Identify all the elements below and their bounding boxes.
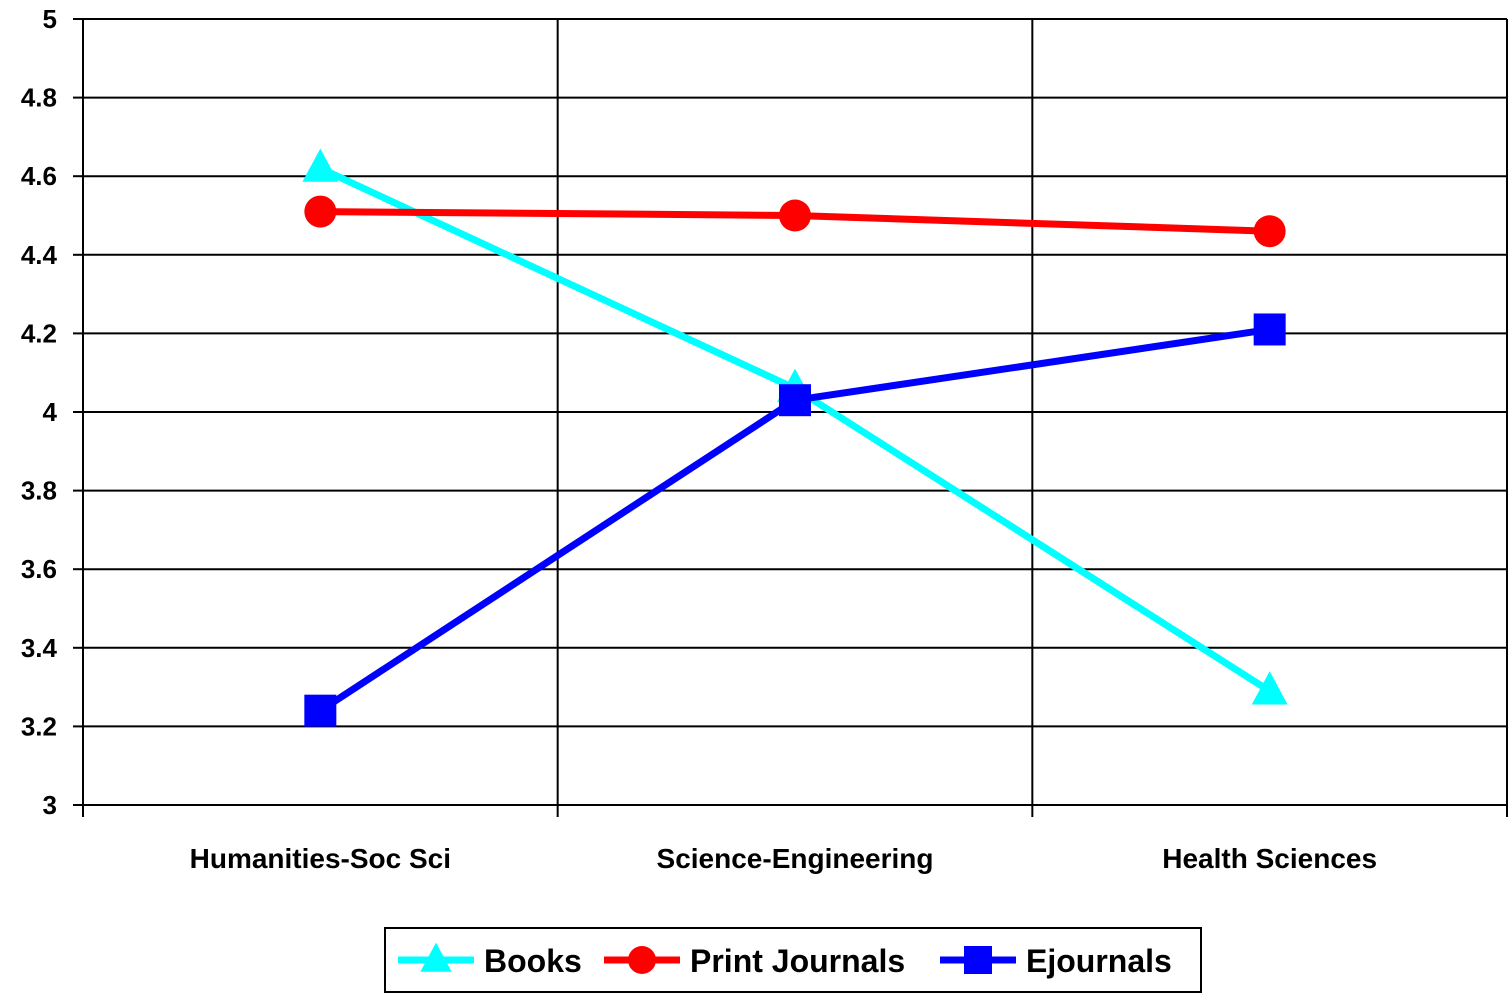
legend-label: Print Journals <box>690 943 905 979</box>
y-tick-label: 4.6 <box>21 161 57 191</box>
legend-item-books: Books <box>398 942 582 979</box>
circle-marker <box>628 946 656 974</box>
x-category-label: Health Sciences <box>1162 843 1377 874</box>
y-tick-label: 4 <box>43 397 58 427</box>
y-tick-label: 3.8 <box>21 476 57 506</box>
y-tick-label: 3.6 <box>21 554 57 584</box>
y-axis-ticks: 3 3.2 3.4 3.6 3.8 4 4.2 4.4 4.6 4.8 5 <box>21 4 58 820</box>
x-axis-categories: Humanities-Soc Sci Science-Engineering Hea… <box>190 843 1377 874</box>
axes <box>73 18 1508 817</box>
square-marker <box>779 384 811 417</box>
triangle-marker <box>1251 671 1288 705</box>
x-category-label: Humanities-Soc Sci <box>190 843 451 874</box>
x-category-label: Science-Engineering <box>657 843 934 874</box>
y-tick-label: 4.2 <box>21 318 57 348</box>
y-tick-label: 3.2 <box>21 711 57 741</box>
books-series <box>302 148 1288 705</box>
y-tick-label: 5 <box>43 4 57 34</box>
circle-marker <box>1253 215 1286 248</box>
legend-item-print-journals: Print Journals <box>604 943 905 979</box>
y-tick-label: 3 <box>43 790 57 820</box>
legend-item-ejournals: Ejournals <box>940 943 1172 979</box>
triangle-marker <box>302 148 339 182</box>
legend: Books Print Journals Ejournals <box>384 927 1202 993</box>
legend-box <box>384 927 1202 993</box>
y-tick-label: 3.4 <box>21 633 58 663</box>
triangle-marker <box>420 942 452 972</box>
legend-label: Books <box>484 943 582 979</box>
square-marker <box>964 946 992 974</box>
legend-label: Ejournals <box>1026 943 1172 979</box>
series-lines <box>302 148 1288 727</box>
y-tick-label: 4.8 <box>21 83 57 113</box>
ejournals-series <box>304 313 1286 727</box>
books-line <box>318 165 1272 694</box>
square-marker <box>304 694 337 727</box>
circle-marker <box>779 199 811 232</box>
circle-marker <box>304 195 337 228</box>
square-marker <box>1253 313 1286 346</box>
y-tick-label: 4.4 <box>21 240 58 270</box>
print-journals-series <box>304 195 1286 248</box>
